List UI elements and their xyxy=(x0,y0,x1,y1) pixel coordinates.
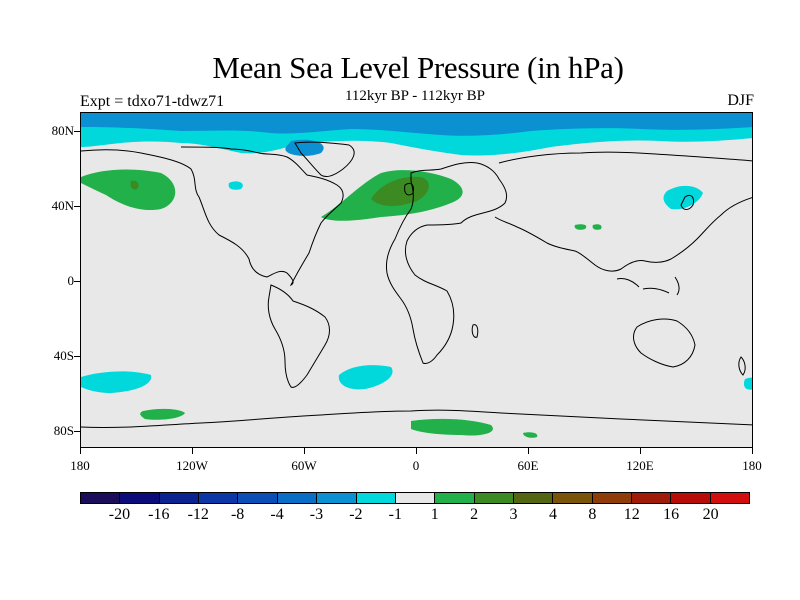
plot-title: Mean Sea Level Pressure (in hPa) xyxy=(212,50,624,85)
europe-africa-coast xyxy=(386,162,508,364)
lon-label-60e: 60E xyxy=(517,458,539,473)
lon-tick-60e xyxy=(528,448,529,454)
south-pacific-negative-anomaly xyxy=(81,371,152,393)
colorbar xyxy=(80,492,750,504)
indian-ocean-negative-anomaly xyxy=(744,377,752,390)
lat-label-40s: 40S xyxy=(53,348,74,363)
colorbar-box xyxy=(395,493,436,503)
coastlines xyxy=(81,141,752,429)
plot-subtitle: 112kyr BP - 112kyr BP xyxy=(344,88,485,104)
lat-tick-0 xyxy=(74,281,80,282)
colorbar-label: 8 xyxy=(588,506,597,523)
lon-label-60w: 60W xyxy=(291,458,317,473)
madagascar-coast xyxy=(471,324,479,338)
asia-green-spot xyxy=(574,224,587,230)
lon-label-180e: 180 xyxy=(742,458,762,473)
colorbar-box xyxy=(592,493,633,503)
lat-tick-80s xyxy=(74,431,80,432)
colorbar-box xyxy=(238,493,278,503)
colorbar-label: -1 xyxy=(388,506,402,523)
colorbar-label: -4 xyxy=(270,506,284,523)
experiment-label: Expt = tdxo71-tdwz71 xyxy=(80,93,225,110)
lon-label-120e: 120E xyxy=(626,458,654,473)
asia-green-spot-2 xyxy=(592,224,602,230)
pressure-anomaly-map xyxy=(81,113,752,438)
arctic-strong-negative-anomaly xyxy=(81,113,752,136)
colorbar-label: 3 xyxy=(509,506,518,523)
colorbar-label: 16 xyxy=(663,506,680,523)
map-panel xyxy=(80,112,753,448)
uk-coast xyxy=(404,182,414,196)
lon-tick-60w xyxy=(304,448,305,454)
lat-label-80n: 80N xyxy=(51,123,74,138)
colorbar-label: -8 xyxy=(230,506,245,523)
lon-tick-180w xyxy=(80,448,81,454)
new-zealand-coast xyxy=(738,356,746,376)
colorbar-label: 4 xyxy=(548,506,557,523)
southern-green-patch xyxy=(140,408,185,420)
colorbar-box xyxy=(120,493,160,503)
south-america-coast xyxy=(267,284,330,388)
colorbar-box xyxy=(474,493,514,503)
colorbar-box xyxy=(317,493,357,503)
colorbar-box xyxy=(199,493,239,503)
colorbar-box xyxy=(553,493,593,503)
colorbar-label: -3 xyxy=(309,506,324,523)
colorbar-label: 1 xyxy=(430,506,439,523)
lat-tick-40n xyxy=(74,206,80,207)
north-pacific-core xyxy=(130,180,139,190)
colorbar-box xyxy=(435,493,475,503)
colorbar-label: 12 xyxy=(623,506,640,523)
lon-tick-0 xyxy=(416,448,417,454)
colorbar-label: -20 xyxy=(108,506,131,523)
south-atlantic-negative-anomaly xyxy=(338,365,393,390)
lat-tick-80n xyxy=(74,131,80,132)
lat-tick-40s xyxy=(74,356,80,357)
antarctic-green-spot xyxy=(523,432,538,438)
japan-negative-anomaly xyxy=(663,185,703,210)
north-atlantic-core xyxy=(371,176,429,206)
north-pacific-positive-anomaly xyxy=(81,169,176,211)
colorbar-label: -12 xyxy=(187,506,209,523)
colorbar-box xyxy=(159,493,200,503)
lon-label-120w: 120W xyxy=(176,458,208,473)
lon-tick-120w xyxy=(192,448,193,454)
colorbar-box xyxy=(513,493,554,503)
lon-label-180w: 180 xyxy=(70,458,90,473)
colorbar-label: 2 xyxy=(470,506,479,523)
colorbar-label: -2 xyxy=(349,506,363,523)
colorbar-box xyxy=(81,493,121,503)
australia-coast xyxy=(633,318,696,368)
colorbar-box xyxy=(277,493,318,503)
lon-label-0: 0 xyxy=(412,458,420,473)
colorbar-box xyxy=(632,493,672,503)
greenland-coast xyxy=(294,141,355,178)
indonesia-coast xyxy=(616,276,680,296)
lat-label-40n: 40N xyxy=(51,198,74,213)
antarctica-coast xyxy=(81,409,752,429)
colorbar-box xyxy=(671,493,711,503)
antarctic-green-patch xyxy=(411,418,493,436)
lon-tick-180e xyxy=(752,448,753,454)
colorbar-label: 20 xyxy=(702,506,719,523)
lat-label-80s: 80S xyxy=(53,423,74,438)
lat-label-0: 0 xyxy=(67,273,75,288)
colorbar-box xyxy=(710,493,750,503)
colorbar-box xyxy=(356,493,396,503)
japan-coast xyxy=(680,194,694,210)
lon-tick-120e xyxy=(640,448,641,454)
north-america-coast xyxy=(81,146,344,287)
asia-coast xyxy=(494,151,752,272)
pacific-cyan-spot xyxy=(228,181,243,190)
colorbar-label: -16 xyxy=(148,506,170,523)
season-label: DJF xyxy=(727,92,754,109)
